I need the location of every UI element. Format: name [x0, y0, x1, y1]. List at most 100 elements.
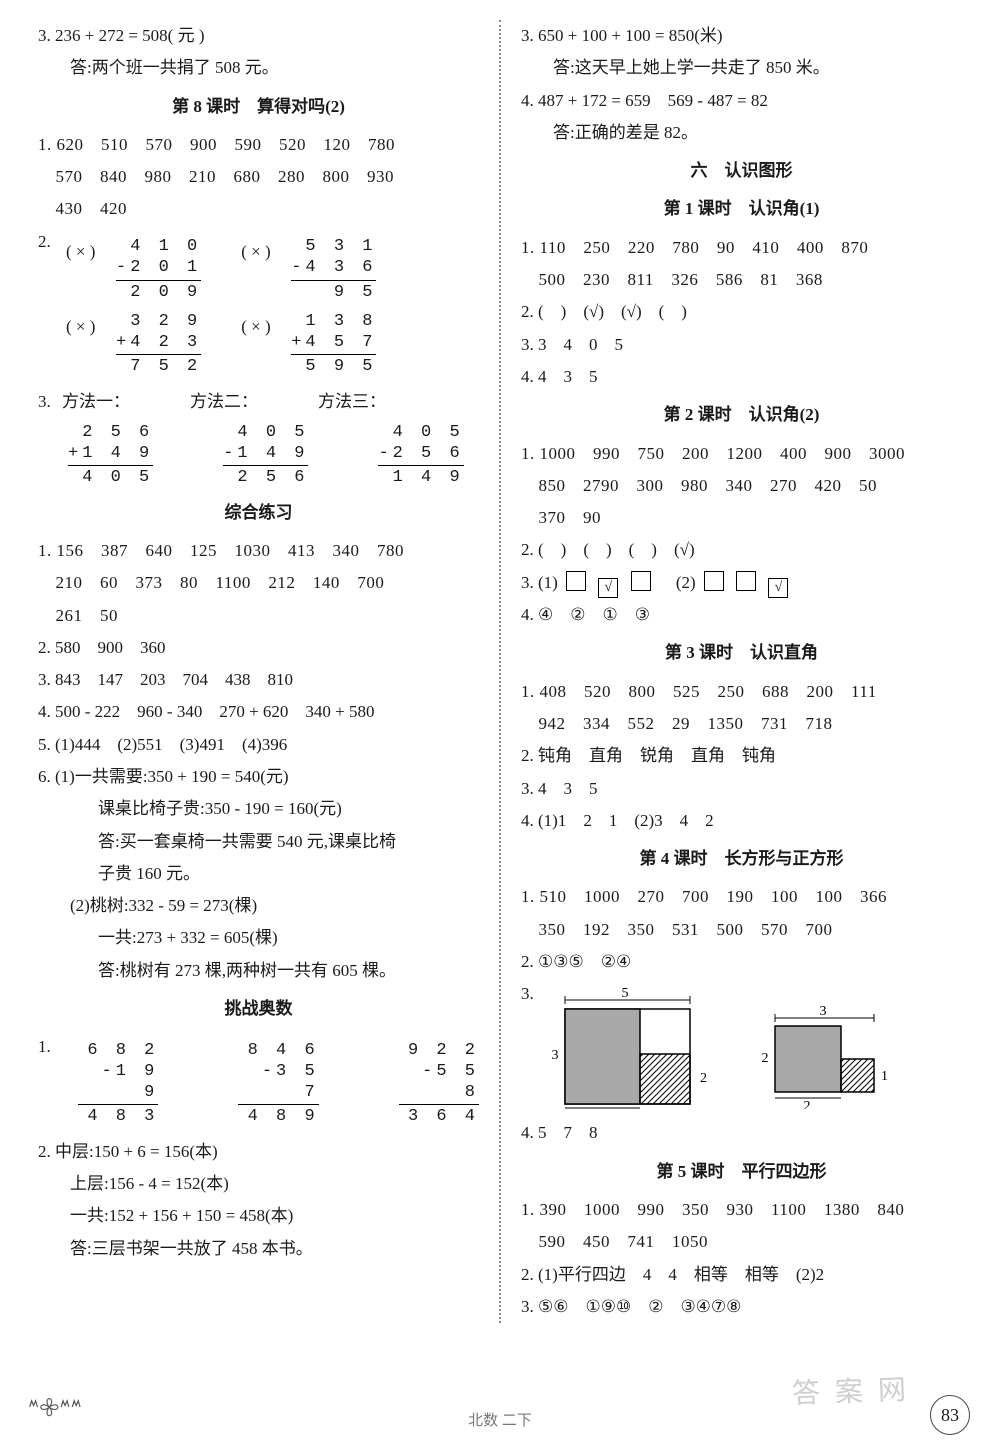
r3a: 3. 650 + 100 + 100 = 850(米): [521, 20, 962, 52]
figure-1: 5 3 2 3: [545, 984, 715, 1109]
svg-text:1: 1: [881, 1069, 888, 1084]
q2-mark-2: ( × ): [241, 236, 283, 268]
l2-q1-r2: 850 2790 300 980 340 270 420 50: [521, 470, 962, 502]
l2-q3-pre: 3. (1): [521, 573, 558, 592]
svg-text:2: 2: [804, 1099, 811, 1109]
l4-q4: 4. 5 7 8: [521, 1117, 962, 1149]
column-divider: [499, 20, 501, 1323]
l4-q1-r2: 350 192 350 531 500 570 700: [521, 914, 962, 946]
l5-q1-r2: 590 450 741 1050: [521, 1226, 962, 1258]
q2-mark-4: ( × ): [241, 311, 283, 343]
arith-1: 4 1 0 -2 0 1 2 0 9: [116, 236, 201, 303]
q1-row1: 1. 620 510 570 900 590 520 120 780: [38, 129, 479, 161]
t-arith-3: 9 2 2 -5 5 8 3 6 4: [399, 1040, 479, 1128]
arith-4: 1 3 8 +4 5 7 5 9 5: [291, 311, 376, 378]
grass-decoration: ᔿ𖧷ᔿᔿ: [28, 1387, 82, 1429]
heading-l1: 第 1 课时 认识角(1): [521, 193, 962, 225]
l5-q1-r1: 1. 390 1000 990 350 930 1100 1380 840: [521, 1194, 962, 1226]
heading-lesson8: 第 8 课时 算得对吗(2): [38, 91, 479, 123]
z-q1-r2: 210 60 373 80 1100 212 140 700: [38, 567, 479, 599]
l2-q4: 4. ④ ② ① ③: [521, 599, 962, 631]
m-arith-2: 4 0 5 -1 4 9 2 5 6: [223, 422, 308, 489]
heading-six: 六 认识图形: [521, 155, 962, 187]
l2-q2: 2. ( ) ( ) ( ) (√): [521, 534, 962, 566]
method-2: 方法二：: [190, 386, 258, 418]
q3-label: 3.: [38, 386, 62, 418]
l3-q4: 4. (1)1 2 1 (2)3 4 2: [521, 805, 962, 837]
svg-text:3: 3: [820, 1004, 827, 1019]
z-q6-1b: 课桌比椅子贵:350 - 190 = 160(元): [38, 793, 479, 825]
l3-q3: 3. 4 3 5: [521, 773, 962, 805]
figure-2: 3 2 1 2: [755, 1004, 895, 1109]
l2-q1-r3: 370 90: [521, 502, 962, 534]
check-1: [566, 571, 586, 591]
t-arith-2: 8 4 6 -3 5 7 4 8 9: [238, 1040, 318, 1128]
right-column: 3. 650 + 100 + 100 = 850(米) 答:这天早上她上学一共走…: [503, 20, 972, 1323]
l3-q2: 2. 钝角 直角 锐角 直角 钝角: [521, 740, 962, 772]
arith-2: 5 3 1 -4 3 6 9 5: [291, 236, 376, 303]
z-q1-r3: 261 50: [38, 600, 479, 632]
q3-answer: 答:两个班一共捐了 508 元。: [38, 52, 479, 84]
q1-row2: 570 840 980 210 680 280 800 930: [38, 161, 479, 193]
left-column: 3. 236 + 272 = 508( 元 ) 答:两个班一共捐了 508 元。…: [28, 20, 497, 1323]
z-q6-2c: 答:桃树有 273 棵,两种树一共有 605 棵。: [38, 955, 479, 987]
m-arith-3: 4 0 5 -2 5 6 1 4 9: [378, 422, 463, 489]
heading-zonghe: 综合练习: [38, 497, 479, 529]
l3-q1-r1: 1. 408 520 800 525 250 688 200 111: [521, 676, 962, 708]
l3-q1-r2: 942 334 552 29 1350 731 718: [521, 708, 962, 740]
z-q6-2a: (2)桃树:332 - 59 = 273(棵): [38, 890, 479, 922]
r3b: 答:这天早上她上学一共走了 850 米。: [521, 52, 962, 84]
check-4: [704, 571, 724, 591]
check-5: [736, 571, 756, 591]
l1-q1-r2: 500 230 811 326 586 81 368: [521, 264, 962, 296]
page-number: 83: [930, 1395, 970, 1435]
l4-q3-label: 3.: [521, 978, 545, 1010]
t-q2a: 2. 中层:150 + 6 = 156(本): [38, 1136, 479, 1168]
z-q6-1c: 答:买一套桌椅一共需要 540 元,课桌比椅: [38, 826, 479, 858]
l1-q3: 3. 3 4 0 5: [521, 329, 962, 361]
l2-q1-r1: 1. 1000 990 750 200 1200 400 900 3000: [521, 438, 962, 470]
t-q2c: 一共:152 + 156 + 150 = 458(本): [38, 1200, 479, 1232]
heading-l5: 第 5 课时 平行四边形: [521, 1156, 962, 1188]
svg-text:5: 5: [622, 986, 629, 1001]
method-3: 方法三：: [318, 386, 386, 418]
check-6: √: [768, 578, 788, 598]
r4b: 答:正确的差是 82。: [521, 117, 962, 149]
z-q2: 2. 580 900 360: [38, 632, 479, 664]
z-q3: 3. 843 147 203 704 438 810: [38, 664, 479, 696]
l5-q2: 2. (1)平行四边 4 4 相等 相等 (2)2: [521, 1259, 962, 1291]
footer-text: 北数 二下: [468, 1407, 532, 1436]
heading-l3: 第 3 课时 认识直角: [521, 637, 962, 669]
check-2: √: [598, 578, 618, 598]
z-q6-2b: 一共:273 + 332 = 605(棵): [38, 922, 479, 954]
z-q5: 5. (1)444 (2)551 (3)491 (4)396: [38, 729, 479, 761]
r4a: 4. 487 + 172 = 659 569 - 487 = 82: [521, 85, 962, 117]
check-3: [631, 571, 651, 591]
l4-q1-r1: 1. 510 1000 270 700 190 100 100 366: [521, 881, 962, 913]
q1-row3: 430 420: [38, 193, 479, 225]
z-q1-r1: 1. 156 387 640 125 1030 413 340 780: [38, 535, 479, 567]
heading-l4: 第 4 课时 长方形与正方形: [521, 843, 962, 875]
heading-l2: 第 2 课时 认识角(2): [521, 399, 962, 431]
heading-tiaozhan: 挑战奥数: [38, 993, 479, 1025]
m-arith-1: 2 5 6 +1 4 9 4 0 5: [68, 422, 153, 489]
l1-q4: 4. 4 3 5: [521, 361, 962, 393]
q3-equation: 3. 236 + 272 = 508( 元 ): [38, 20, 479, 52]
q2-mark-3: ( × ): [66, 311, 108, 343]
t-q2d: 答:三层书架一共放了 458 本书。: [38, 1233, 479, 1265]
svg-text:2: 2: [700, 1071, 707, 1086]
method-1: 方法一：: [62, 386, 130, 418]
z-q6-1d: 子贵 160 元。: [38, 858, 479, 890]
l4-q2: 2. ①③⑤ ②④: [521, 946, 962, 978]
l2-q3-mid: (2): [659, 573, 696, 592]
z-q6-1a: 6. (1)一共需要:350 + 190 = 540(元): [38, 761, 479, 793]
l5-q3: 3. ⑤⑥ ①⑨⑩ ② ③④⑦⑧: [521, 1291, 962, 1323]
svg-text:2: 2: [762, 1051, 769, 1066]
l2-q3: 3. (1) √ (2) √: [521, 567, 962, 599]
arith-3: 3 2 9 +4 2 3 7 5 2: [116, 311, 201, 378]
l1-q1-r1: 1. 110 250 220 780 90 410 400 870: [521, 232, 962, 264]
t-q2b: 上层:156 - 4 = 152(本): [38, 1168, 479, 1200]
l1-q2: 2. ( ) (√) (√) ( ): [521, 296, 962, 328]
z-q4: 4. 500 - 222 960 - 340 270 + 620 340 + 5…: [38, 696, 479, 728]
q2-mark-1: ( × ): [66, 236, 108, 268]
